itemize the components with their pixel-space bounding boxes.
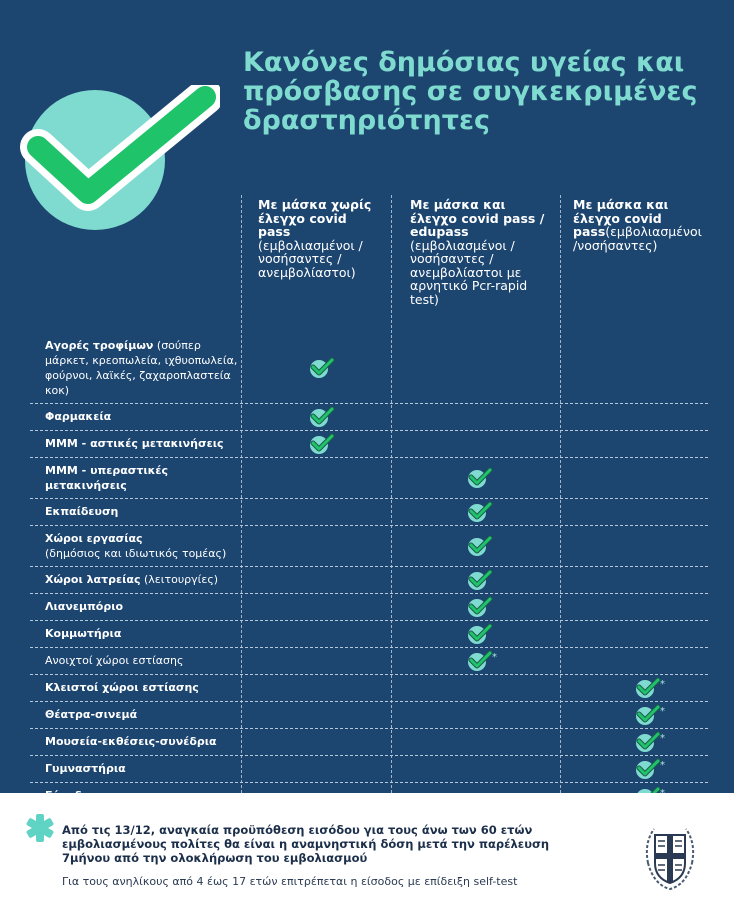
activity-label: Θέατρα-σινεμά: [45, 707, 245, 722]
table-row: Κλειστοί χώροι εστίασης *: [30, 675, 708, 702]
column-header-pass-edupass: Με μάσκα και έλεγχο covid pass / edupass…: [410, 198, 555, 306]
activity-name: Χώροι λατρείας: [45, 573, 141, 586]
activity-name: Αγορές τροφίμων: [45, 339, 154, 352]
check-asterisk-icon: *: [468, 650, 497, 671]
table-row: Αγορές τροφίμων (σούπερ μάρκετ, κρεοπωλε…: [30, 333, 708, 404]
column-divider: [391, 195, 392, 793]
check-icon: [310, 406, 335, 427]
activity-name: ΜΜΜ - αστικές μετακινήσεις: [45, 437, 224, 450]
activity-label: Χώροι λατρείας (λειτουργίες): [45, 572, 245, 587]
check-asterisk-icon: *: [636, 704, 665, 725]
activity-label: Αγορές τροφίμων (σούπερ μάρκετ, κρεοπωλε…: [45, 338, 245, 398]
column-header-title: Με μάσκα και έλεγχο covid pass / edupass: [410, 197, 545, 239]
page-title: Κανόνες δημόσιας υγείας και πρόσβασης σε…: [243, 47, 698, 136]
svg-text:*: *: [492, 652, 497, 663]
activity-label: Γυμναστήρια: [45, 761, 245, 776]
activity-name: Μουσεία-εκθέσεις-συνέδρια: [45, 735, 217, 748]
activity-name: Χώροι εργασίας: [45, 532, 143, 545]
column-header-detail: (εμβολιασμένοι / νοσήσαντες / ανεμβολίασ…: [410, 237, 528, 307]
column-header-detail: (εμβολιασμένοι / νοσήσαντες / ανεμβολίασ…: [258, 237, 363, 280]
table-row: Χώροι λατρείας (λειτουργίες): [30, 567, 708, 594]
check-icon: [468, 596, 493, 617]
rules-panel: Κανόνες δημόσιας υγείας και πρόσβασης σε…: [0, 0, 734, 807]
table-row: Θέατρα-σινεμά *: [30, 702, 708, 729]
activity-label: Φαρμακεία: [45, 409, 245, 424]
activity-detail: (σούπερ μάρκετ, κρεοπωλεία, ιχθυοπωλεία,…: [45, 339, 238, 397]
table-row: Εκπαίδευση: [30, 499, 708, 526]
booster-note: Από τις 13/12, αναγκαία προϋπόθεση εισόδ…: [62, 823, 550, 865]
asterisk-icon: [26, 814, 54, 842]
activity-name: Γυμναστήρια: [45, 762, 126, 775]
column-header-title: Με μάσκα χωρίς έλεγχο covid pass: [258, 197, 372, 239]
activity-label: Κλειστοί χώροι εστίασης: [45, 680, 245, 695]
svg-text:*: *: [660, 760, 665, 771]
svg-text:*: *: [660, 733, 665, 744]
activity-name: Εκπαίδευση: [45, 505, 119, 518]
activity-label: Χώροι εργασίας (δημόσιος και ιδιωτικός το…: [45, 531, 245, 561]
table-row: Φαρμακεία: [30, 404, 708, 431]
table-row: Ανοιχτοί χώροι εστίασης *: [30, 648, 708, 675]
check-asterisk-icon: *: [636, 731, 665, 752]
table-row: ΜΜΜ - αστικές μετακινήσεις: [30, 431, 708, 458]
check-icon: [468, 467, 493, 488]
column-header-title: Με μάσκα και έλεγχο covid pass: [573, 197, 669, 239]
svg-text:*: *: [660, 679, 665, 690]
table-row: Κομμωτήρια: [30, 621, 708, 648]
activity-label: Κομμωτήρια: [45, 626, 245, 641]
table-row: Χώροι εργασίας (δημόσιος και ιδιωτικός το…: [30, 526, 708, 567]
check-asterisk-icon: *: [636, 677, 665, 698]
activity-label: Μουσεία-εκθέσεις-συνέδρια: [45, 734, 245, 749]
activity-name: Θέατρα-σινεμά: [45, 708, 138, 721]
activity-detail: Ανοιχτοί χώροι εστίασης: [45, 654, 184, 667]
column-header-pass: Με μάσκα και έλεγχο covid pass(εμβολιασμ…: [573, 198, 708, 252]
activity-label: Λιανεμπόριο: [45, 599, 245, 614]
activity-name: Φαρμακεία: [45, 410, 112, 423]
activity-label: Ανοιχτοί χώροι εστίασης: [45, 653, 245, 668]
check-icon: [310, 357, 335, 378]
column-divider: [560, 195, 561, 793]
activities-table: Αγορές τροφίμων (σούπερ μάρκετ, κρεοπωλε…: [30, 333, 708, 810]
column-header-detail: (εμβολιασμένοι /νοσήσαντες): [573, 224, 702, 253]
check-icon: [468, 535, 493, 556]
check-icon: [468, 623, 493, 644]
check-asterisk-icon: *: [636, 758, 665, 779]
check-icon: [468, 501, 493, 522]
table-row: Γυμναστήρια *: [30, 756, 708, 783]
big-check-icon: [20, 85, 220, 230]
check-icon: [310, 433, 335, 454]
activity-name: Λιανεμπόριο: [45, 600, 124, 613]
activity-name: ΜΜΜ - υπεραστικές μετακινήσεις: [45, 464, 169, 492]
activity-detail: (δημόσιος και ιδιωτικός τομέας): [45, 547, 227, 560]
column-header-no-pass: Με μάσκα χωρίς έλεγχο covid pass (εμβολια…: [258, 198, 383, 279]
svg-text:*: *: [660, 706, 665, 717]
activity-label: ΜΜΜ - υπεραστικές μετακινήσεις: [45, 463, 245, 493]
activity-name: Κλειστοί χώροι εστίασης: [45, 681, 199, 694]
greek-coat-of-arms-icon: [645, 828, 695, 891]
activity-name: Κομμωτήρια: [45, 627, 122, 640]
table-row: ΜΜΜ - υπεραστικές μετακινήσεις: [30, 458, 708, 499]
column-divider: [241, 195, 242, 793]
minors-note: Για τους ανηλίκους από 4 έως 17 ετών επι…: [62, 875, 518, 888]
table-row: Μουσεία-εκθέσεις-συνέδρια *: [30, 729, 708, 756]
activity-label: ΜΜΜ - αστικές μετακινήσεις: [45, 436, 245, 451]
activity-label: Εκπαίδευση: [45, 504, 245, 519]
check-icon: [468, 569, 493, 590]
footer: Από τις 13/12, αναγκαία προϋπόθεση εισόδ…: [0, 793, 734, 918]
table-row: Λιανεμπόριο: [30, 594, 708, 621]
activity-detail: (λειτουργίες): [140, 573, 219, 586]
